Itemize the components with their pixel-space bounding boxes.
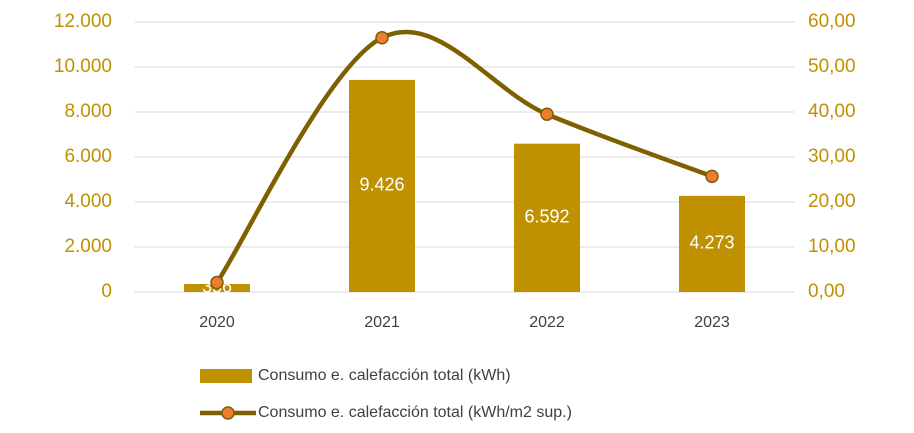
y-tick-label: 4.000 — [64, 191, 112, 212]
y2-tick-label: 60,00 — [808, 11, 856, 32]
y-tick-label: 10.000 — [54, 56, 112, 77]
y2-tick-label: 10,00 — [808, 236, 856, 257]
line — [215, 29, 713, 284]
legend-label: Consumo e. calefacción total (kWh) — [258, 367, 511, 384]
marker — [705, 169, 719, 184]
bar — [679, 195, 745, 292]
y-tick-label: 8.000 — [64, 101, 112, 122]
x-tick-label: 2021 — [364, 314, 400, 331]
y2-tick-label: 40,00 — [808, 101, 856, 122]
y-tick-label: 2.000 — [64, 236, 112, 257]
y2-tick-label: 20,00 — [808, 191, 856, 212]
bar — [514, 143, 580, 292]
y-tick-label: 6.000 — [64, 146, 112, 167]
y-tick-label: 0 — [101, 281, 112, 302]
data-label: 4.273 — [689, 233, 734, 253]
data-label: 9.426 — [359, 175, 404, 195]
marker — [210, 275, 224, 290]
data-label: 6.592 — [524, 207, 569, 227]
marker — [540, 107, 554, 121]
x-tick-label: 2023 — [694, 314, 730, 331]
bar — [349, 79, 415, 292]
y-tick-label: 12.000 — [54, 11, 112, 32]
x-tick-label: 2022 — [529, 314, 565, 331]
legend-marker — [221, 406, 235, 420]
legend-swatch — [200, 369, 252, 383]
y2-tick-label: 0,00 — [808, 281, 845, 302]
y2-tick-label: 30,00 — [808, 146, 856, 167]
y2-tick-label: 50,00 — [808, 56, 856, 77]
marker — [375, 31, 389, 45]
x-tick-label: 2020 — [199, 314, 235, 331]
legend-label: Consumo e. calefacción total (kWh/m2 sup… — [258, 404, 572, 421]
